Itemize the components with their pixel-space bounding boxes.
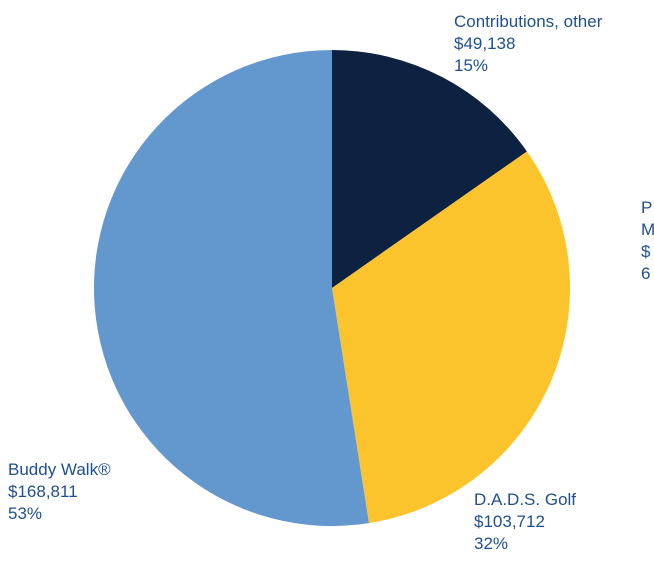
slice-label-d-a-d-s-golf: D.A.D.S. Golf $103,712 32% [474,490,576,553]
slice-value-label: $168,811 [8,482,78,501]
pie-slice-d-a-d-s-golf [332,151,571,524]
clipped-label-line: M [641,220,654,239]
slice-name-label: Contributions, other [454,12,603,31]
pie-slice-contributions-other [332,50,527,288]
clipped-label-line: P [641,198,652,217]
slice-name-label: Buddy Walk® [8,460,111,479]
slice-label-buddy-walk: Buddy Walk® $168,811 53% [8,460,111,523]
slice-percent-label: 53% [8,504,42,523]
clipped-label-line: $ [641,242,651,261]
slice-value-label: $103,712 [474,512,545,531]
slice-percent-label: 32% [474,534,508,553]
slice-value-label: $49,138 [454,34,515,53]
slice-name-label: D.A.D.S. Golf [474,490,576,509]
clipped-label-line: 6 [641,264,650,283]
slice-label-contributions-other: Contributions, other $49,138 15% [454,12,603,75]
clipped-slice-label: PM $6 [641,198,654,283]
pie-slice-buddy-walk [93,49,369,526]
slice-percent-label: 15% [454,56,488,75]
